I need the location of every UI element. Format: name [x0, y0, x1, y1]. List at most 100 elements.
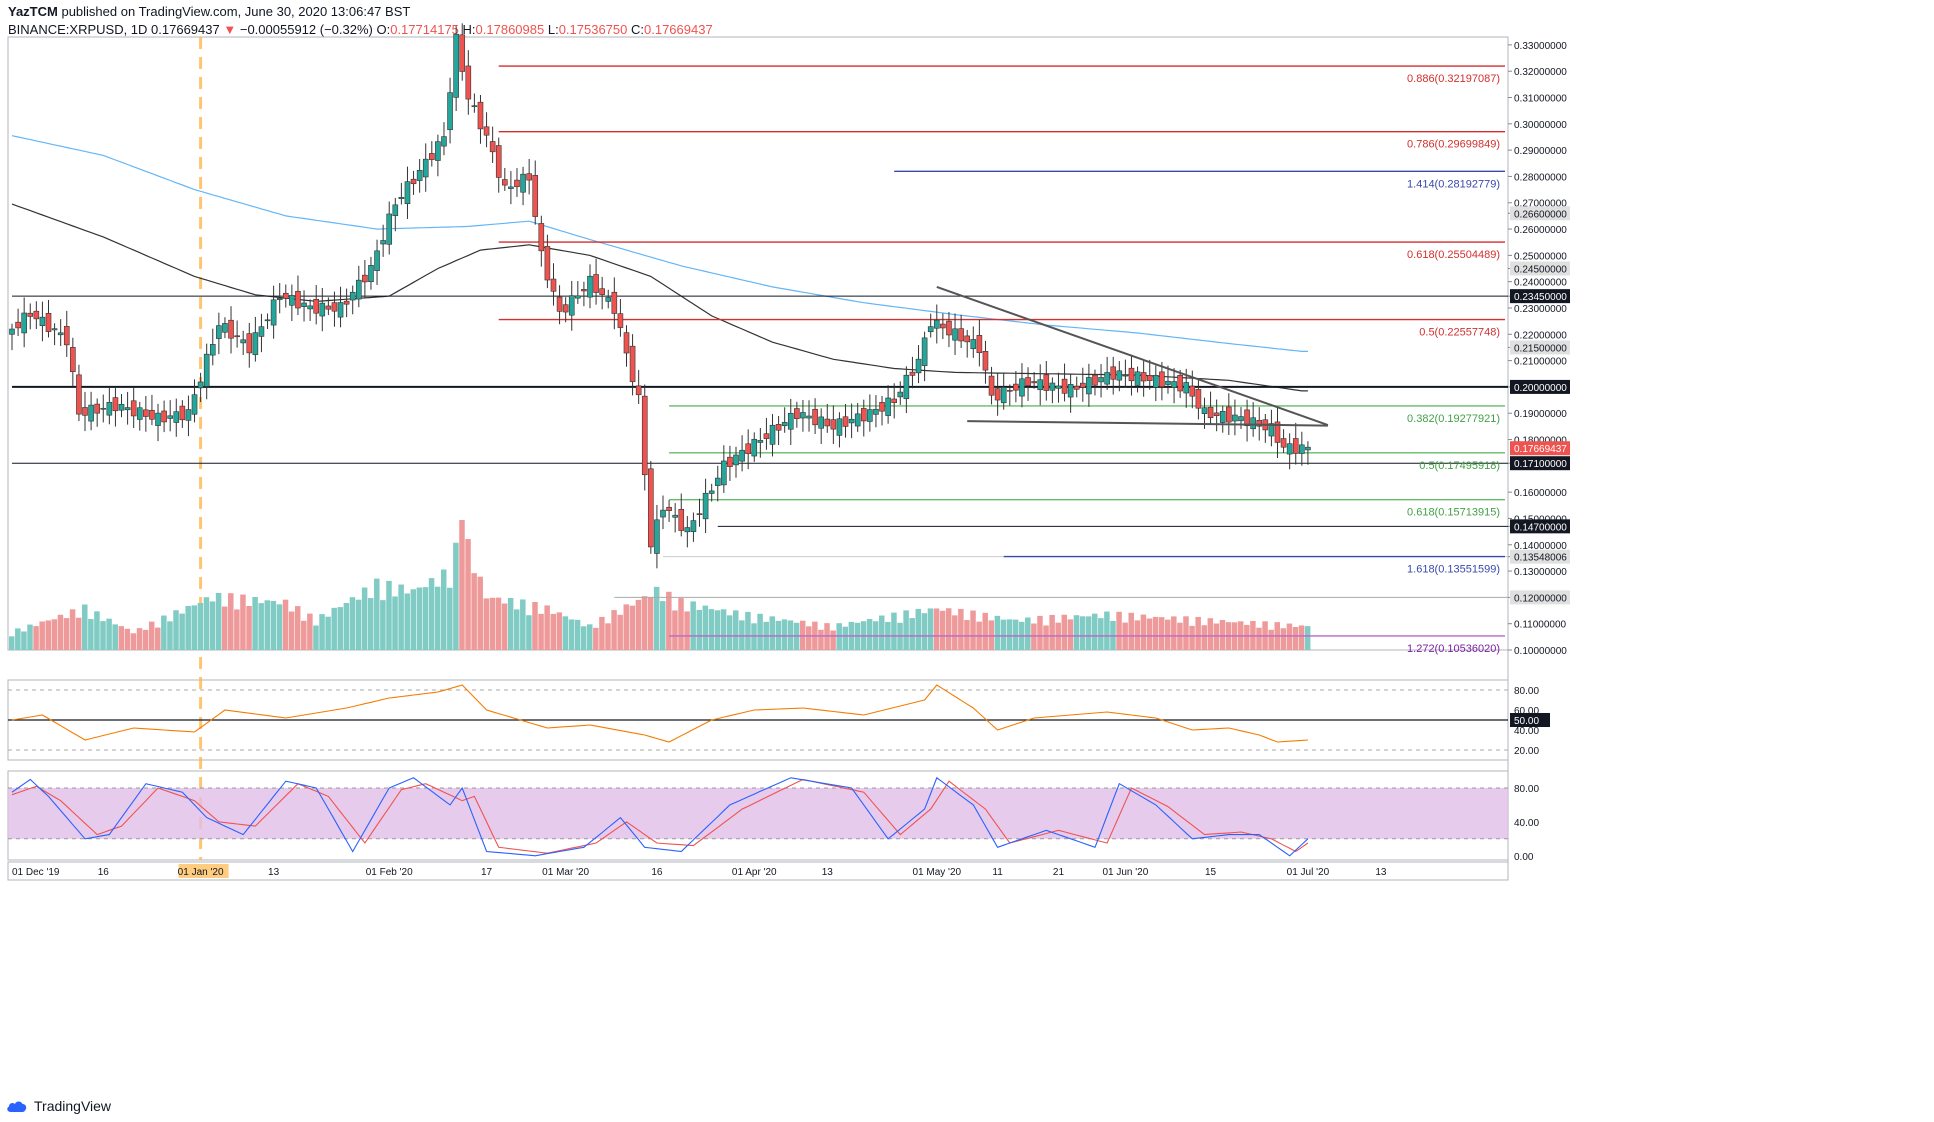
price-tick-label: 0.27000000: [1514, 199, 1567, 210]
candle-body: [575, 295, 581, 299]
candle-body: [398, 196, 405, 200]
volume-bar: [434, 586, 441, 650]
candle-body: [209, 344, 216, 356]
candle-body: [1061, 378, 1068, 394]
candle-body: [124, 407, 131, 411]
rsi-tick-label: 20.00: [1514, 746, 1539, 757]
volume-bar: [422, 587, 429, 650]
candle-body: [684, 527, 691, 533]
candle-body: [149, 409, 155, 420]
price-tick-label: 0.32000000: [1514, 67, 1567, 78]
candle-body: [994, 388, 1001, 401]
volume-bar: [453, 542, 459, 650]
volume-bar: [203, 597, 210, 650]
publisher-name[interactable]: YazTCM: [8, 4, 58, 19]
time-axis-label: 13: [1375, 867, 1387, 878]
volume-bar: [1043, 625, 1049, 650]
volume-bar: [325, 616, 331, 650]
time-axis-label: 01 Feb '20: [366, 867, 413, 878]
candle-body: [909, 371, 916, 376]
down-arrow-icon: ▼: [223, 22, 237, 37]
price-change: −0.00055912 (−0.32%): [239, 22, 373, 37]
candle-body: [800, 412, 806, 419]
fib-level-label: 0.382(0.19277921): [1407, 413, 1500, 425]
candle-body: [781, 422, 788, 427]
fib-level-label: 0.5(0.17495918): [1419, 460, 1500, 472]
volume-bar: [173, 610, 179, 650]
volume-bar: [1219, 620, 1226, 650]
volume-bar: [958, 608, 964, 650]
candle-body: [106, 402, 113, 416]
time-axis-label: 13: [268, 867, 280, 878]
tradingview-brand: TradingView: [34, 1098, 112, 1114]
candle-body: [678, 508, 685, 531]
volume-bar: [1134, 620, 1141, 650]
tradingview-logo[interactable]: TradingView: [6, 1098, 111, 1114]
volume-bar: [1298, 625, 1305, 650]
volume-bar: [100, 621, 106, 650]
levels-layer: 0.886(0.32197087) 0.786(0.29699849) 1.414(…: [12, 65, 1508, 655]
candle-body: [1268, 423, 1275, 437]
volume-bar: [483, 598, 490, 650]
volume-bar: [617, 614, 623, 650]
volume-bar: [599, 616, 605, 650]
candle-body: [733, 454, 739, 466]
volume-bar: [1037, 615, 1043, 650]
time-axis-label: 13: [822, 867, 834, 878]
volume-bar: [349, 597, 356, 650]
price-tag-box: [1510, 519, 1570, 534]
volume-bar: [69, 609, 76, 650]
volume-bar: [288, 611, 295, 650]
candle-body: [392, 204, 399, 217]
candle-body: [739, 449, 745, 462]
volume-bar: [410, 589, 417, 650]
time-axis-label: 01 Mar '20: [542, 867, 589, 878]
volume-bar: [806, 626, 812, 650]
volume-bar: [927, 608, 934, 650]
price-tag-box: [1510, 206, 1570, 221]
candle-body: [447, 92, 453, 131]
ohlc-legend: BINANCE:XRPUSD, 1D 0.17669437 ▼ −0.00055…: [8, 22, 713, 37]
candle-body: [264, 319, 271, 322]
current-price-tag: [1510, 441, 1570, 456]
volume-bar: [501, 603, 508, 650]
volume-bar: [520, 599, 526, 650]
volume-bar: [641, 596, 648, 650]
rsi-tick-label: 50.00: [1514, 716, 1539, 727]
price-tick-label: 0.24500000: [1514, 265, 1567, 276]
volume-bar: [63, 618, 70, 650]
candle-body: [599, 288, 605, 295]
candle-body: [927, 326, 934, 333]
candle-body: [1025, 377, 1031, 387]
candle-body: [933, 319, 940, 329]
candle-body: [587, 275, 593, 298]
volume-bar: [197, 603, 204, 650]
volume-bar: [264, 600, 271, 650]
price-tag-box: [1510, 590, 1570, 605]
volume-bar: [1140, 614, 1147, 650]
volume-bar: [562, 616, 569, 650]
volume-bar: [374, 578, 380, 650]
price-tick-label: 0.17100000: [1514, 459, 1567, 470]
candle-body: [1299, 444, 1305, 454]
candle-body: [63, 326, 70, 346]
price-tag-box: [1510, 549, 1570, 564]
volume-bar: [684, 611, 690, 650]
volume-bar: [398, 584, 404, 650]
candle-body: [155, 412, 161, 426]
volume-bar: [696, 609, 703, 650]
volume-bar: [112, 624, 118, 650]
candle-body: [1183, 382, 1190, 394]
volume-bar: [915, 608, 922, 650]
stoch-tick-label: 0.00: [1514, 852, 1534, 863]
volume-bar: [21, 631, 27, 650]
candle-body: [848, 418, 855, 424]
candle-body: [648, 468, 654, 548]
trendline-layer: [936, 285, 1329, 427]
symbol-label[interactable]: BINANCE:XRPUSD, 1D: [8, 22, 148, 37]
volume-bar: [635, 599, 642, 650]
candle-body: [556, 296, 563, 312]
